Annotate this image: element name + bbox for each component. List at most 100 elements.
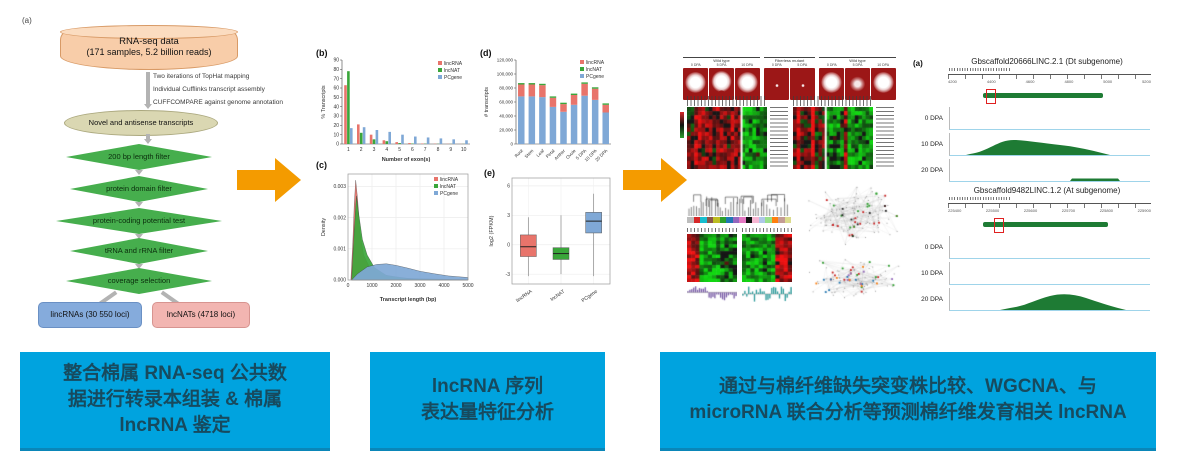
pipeline-step-comparison: CUFFCOMPARE against genome annotation [153,99,283,106]
svg-text:log2 (FPKM): log2 (FPKM) [489,215,495,246]
caption-line: 表达量特征分析 [420,402,554,423]
module-color [771,217,778,223]
svg-text:30: 30 [333,114,339,120]
ruler-tick-labels: 4200 4400 4600 4800 5000 5200 [948,79,1151,84]
coordinate-ruler: 225400 225500 225600 225700 225800 225900 [948,203,1151,213]
svg-text:40,000: 40,000 [499,114,513,119]
svg-text:0: 0 [510,142,513,147]
coverage-peak [966,139,1110,155]
module-heatmap-2 [742,234,792,282]
svg-text:0.001: 0.001 [333,247,346,253]
svg-text:3000: 3000 [414,283,425,289]
ruler-line [948,74,1151,79]
fiber-group-2: Fiberless mutant 0 DPA 5 DPA [764,57,815,100]
flowchart-panel-label: (a) [22,16,32,25]
chart-e-label: (e) [484,168,495,178]
fiber-group-3: Wild type 0 DPA 5 DPA 10 DPA [819,57,896,100]
filter-coding-potential: protein-coding potential test [56,208,222,234]
arrow-head [661,158,687,202]
arrow-shaft [237,170,275,190]
svg-text:0.003: 0.003 [333,184,346,190]
caption-line: lncRNA 鉴定 [119,415,231,436]
ovule-photo [871,68,896,100]
heatmap-colorscale [680,112,684,138]
flow-arrow-shaft [146,134,150,139]
deg-heatmap-2 [793,107,873,169]
svg-text:lincRNA: lincRNA [515,288,534,304]
filter-domain: protein domain filter [70,176,208,202]
coverage-track-20dpa: 20 DPA [913,288,1153,312]
svg-text:50: 50 [333,95,339,101]
fiber-tile-label: 5 DPA [852,63,863,67]
caption-line: microRNA 联合分析等预测棉纤维发育相关 lncRNA [689,402,1127,423]
module-heatmap1-header [687,228,737,232]
module-color [706,217,713,223]
ovule-photo [709,68,734,100]
svg-text:8: 8 [437,147,440,153]
wgcna-dendrogram [687,188,791,216]
svg-text:120,000: 120,000 [497,58,514,63]
coverage-plot [949,159,1150,182]
ruler-tick: 4800 [1064,79,1074,84]
genome-browser-panel-1: (a) Gbscaffold20666LINC.2.1 (Dt subgenom… [913,57,1183,185]
svg-text:PCgene: PCgene [581,289,599,304]
rnaseq-data-cylinder: RNA-seq data (171 samples, 5.2 billion r… [60,25,238,70]
svg-text:lncNAT: lncNAT [444,68,460,74]
svg-text:0.000: 0.000 [333,278,346,284]
fiber-tiles [819,68,896,100]
fiber-tile-label: 5 DPA [716,63,727,67]
svg-text:1000: 1000 [366,283,377,289]
lncnat-output-box: lncNATs (4718 loci) [152,302,250,328]
flow-arrow-head [144,104,152,109]
locus-coordinates [949,68,1011,71]
svg-text:lncNAT: lncNAT [440,184,456,190]
wgcna-module-colors [687,217,791,223]
fiber-tiles [683,68,760,100]
transcript-length-density-chart: (c) 0.000 0.001 0.002 0.003 0 1000 2000 3000 400… [316,160,474,304]
svg-text:4: 4 [385,147,388,153]
ovule-photo [764,68,789,100]
module-color [752,217,759,223]
svg-text:lncNAT: lncNAT [586,67,602,73]
svg-text:60,000: 60,000 [499,100,513,105]
module-color [778,217,785,223]
ovule-photo [790,68,815,100]
ruler-tick: 225700 [1061,208,1076,213]
svg-text:Petal: Petal [545,148,556,159]
svg-text:1: 1 [347,147,350,153]
arrow-head [275,158,301,202]
ruler-line [948,203,1151,208]
svg-text:Root: Root [514,148,525,159]
svg-text:9: 9 [449,147,452,153]
svg-text:0: 0 [347,283,350,289]
svg-text:6: 6 [411,147,414,153]
svg-text:3: 3 [373,147,376,153]
svg-text:Leaf: Leaf [535,148,545,158]
caption-step2: lncRNA 序列 表达量特征分析 [370,352,605,451]
svg-text:Number of exon(s): Number of exon(s) [382,157,431,163]
heatmap2-sample-labels [793,96,873,106]
fiber-tile-labels: 0 DPA 5 DPA [764,63,815,68]
caption-line: 整合棉属 RNA-seq 公共数 [63,363,287,384]
genome-browser-panel-2: Gbscaffold9482LINC.1.2 (At subgenome) 22… [913,186,1183,314]
module-color [713,217,720,223]
fiber-tiles [764,68,815,100]
ruler-tick: 4400 [986,79,996,84]
svg-text:0: 0 [507,242,510,248]
browser-panel-label: (a) [913,59,923,68]
rnaseq-data-subtitle: (171 samples, 5.2 billion reads) [86,47,212,57]
svg-text:Anther: Anther [553,148,566,161]
module-color [687,217,694,223]
module-color [732,217,739,223]
ruler-tick: 225600 [1023,208,1038,213]
module-color [726,217,733,223]
svg-text:80: 80 [333,67,339,73]
ruler-tick: 225800 [1099,208,1114,213]
coverage-plot [949,288,1150,311]
module-color [739,217,746,223]
locus-title-1: Gbscaffold20666LINC.2.1 (Dt subgenome) [971,57,1123,66]
svg-text:Density: Density [321,218,327,237]
fiber-tile-labels: 0 DPA 5 DPA 10 DPA [819,63,896,68]
fiber-mutant-photos: Wild type 0 DPA 5 DPA 10 DPA Fiberless mutan… [683,57,896,100]
